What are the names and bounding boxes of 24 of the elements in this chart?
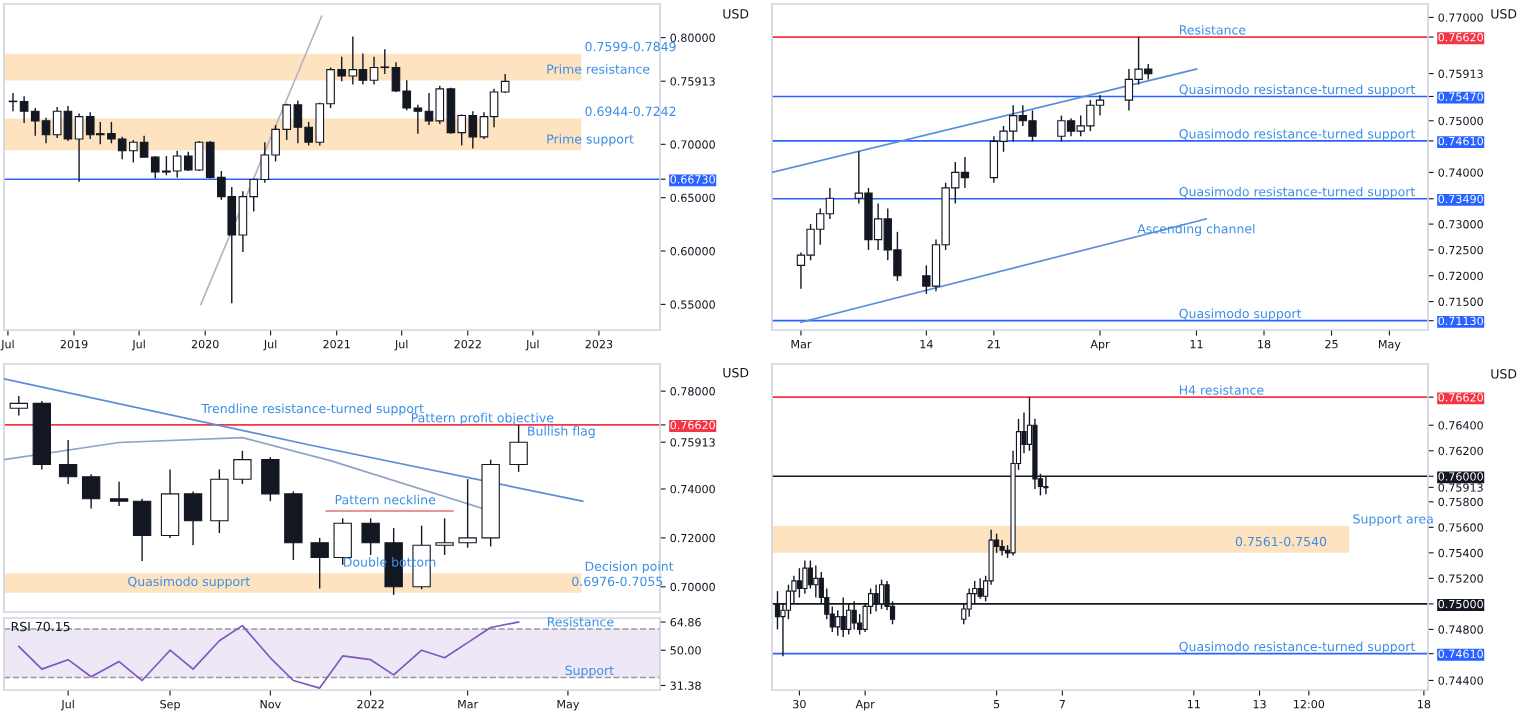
candlestick <box>361 517 380 556</box>
candlestick <box>183 490 203 546</box>
candlestick <box>813 564 819 599</box>
candlestick <box>109 480 129 507</box>
candlestick <box>58 439 78 485</box>
candlestick <box>132 498 152 562</box>
candlestick <box>807 559 813 590</box>
candlestick <box>9 395 28 417</box>
candlestick <box>873 584 879 613</box>
candlestick <box>796 567 802 599</box>
candlestick <box>999 539 1005 557</box>
candlestick <box>261 456 280 502</box>
candlestick <box>835 609 841 637</box>
candlestick <box>802 559 808 595</box>
candlestick <box>435 517 454 556</box>
candlestick <box>458 478 477 549</box>
candlestick <box>977 577 983 600</box>
candlestick <box>878 578 885 610</box>
candlestick <box>310 537 329 590</box>
candlestick <box>81 473 101 510</box>
candlestick <box>509 424 528 473</box>
candlestick <box>160 468 180 539</box>
candlestick <box>233 450 252 485</box>
candlestick <box>210 468 229 534</box>
